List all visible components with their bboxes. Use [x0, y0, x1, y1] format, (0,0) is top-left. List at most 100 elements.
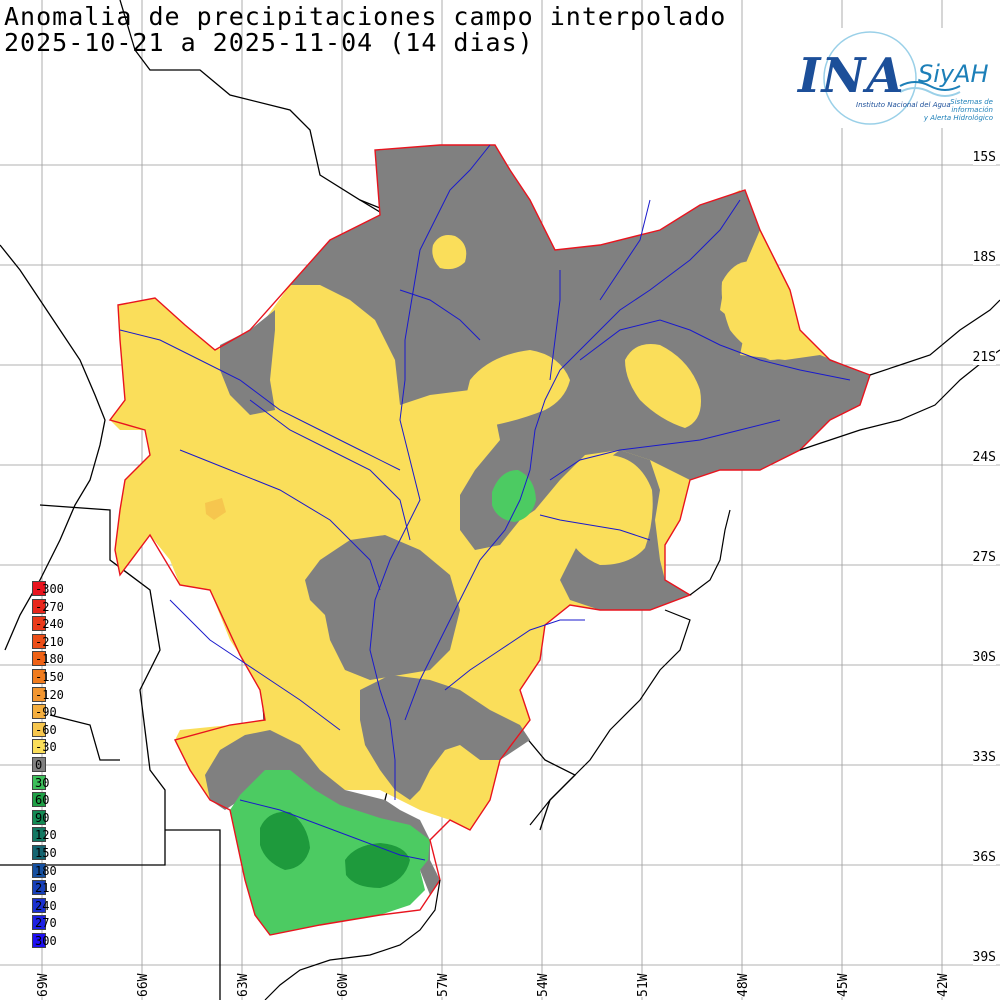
dry-island-5 [562, 455, 653, 565]
legend-item: 30 [32, 774, 92, 792]
dry-island-4 [465, 350, 570, 425]
legend-swatch [32, 686, 46, 702]
legend-swatch [32, 897, 46, 913]
longitude-label: 57W [436, 973, 451, 997]
legend-label: -150 [35, 669, 64, 684]
legend-swatch [32, 756, 46, 772]
legend-label: -180 [35, 652, 64, 667]
legend-swatch [32, 668, 46, 684]
legend-swatch [32, 598, 46, 614]
longitude-label: 66W [136, 973, 151, 997]
logo-system-line1: Sistemas de información [950, 98, 993, 114]
wet-region-small [492, 470, 536, 522]
legend-label: -270 [35, 599, 64, 614]
legend-label: 0 [35, 757, 43, 772]
legend-swatch [32, 704, 46, 720]
map-subtitle: 2025-10-21 a 2025-11-04 (14 dias) [4, 28, 534, 57]
longitude-label: 60W [336, 973, 351, 997]
legend-label: -120 [35, 687, 64, 702]
latitude-label: 24S [972, 450, 996, 465]
legend-swatch [32, 581, 46, 596]
latitude-label: 15S [972, 150, 996, 165]
legend-swatch [32, 651, 46, 667]
legend-swatch [32, 809, 46, 825]
neutral-region-south [360, 675, 530, 800]
legend-item: 60 [32, 791, 92, 809]
legend-item: 300 [32, 932, 92, 950]
legend-swatch [32, 792, 46, 808]
legend-label: -90 [35, 705, 57, 720]
latitude-label: 36S [972, 850, 996, 865]
dry-island-2 [721, 261, 800, 360]
legend-label: 210 [35, 881, 57, 896]
latitude-label: 27S [972, 550, 996, 565]
legend-label: 90 [35, 810, 50, 825]
legend-swatch [32, 844, 46, 860]
logo-siyah-text: SiyAH [918, 60, 989, 88]
longitude-label: 63W [236, 973, 251, 997]
legend-item: 240 [32, 897, 92, 915]
latitude-label: 39S [972, 950, 996, 965]
neutral-region-center [305, 535, 460, 680]
legend-item: -60 [32, 721, 92, 739]
latitude-label: 18S [972, 250, 996, 265]
legend-swatch [32, 827, 46, 843]
dry-island-3 [625, 344, 701, 428]
legend-item: 90 [32, 809, 92, 827]
legend-item: -240 [32, 615, 92, 633]
legend-item: -90 [32, 703, 92, 721]
longitude-label: 42W [936, 973, 951, 997]
legend-item: -270 [32, 598, 92, 616]
legend-swatch [32, 774, 46, 790]
legend-label: -210 [35, 634, 64, 649]
ina-siyah-logo: INA SiyAH Instituto Nacional del Agua Si… [790, 28, 995, 128]
legend-item: 0 [32, 756, 92, 774]
legend-swatch [32, 739, 46, 755]
legend-swatch [32, 721, 46, 737]
rivers [119, 144, 851, 861]
anomaly-field [110, 145, 870, 935]
legend-item: -150 [32, 668, 92, 686]
legend-label: 30 [35, 775, 50, 790]
legend-label: 60 [35, 793, 50, 808]
legend-item: 150 [32, 844, 92, 862]
legend-label: -60 [35, 722, 57, 737]
legend-label: -30 [35, 740, 57, 755]
legend-swatch [32, 932, 46, 948]
wet-core-1 [260, 811, 310, 870]
longitude-label: 69W [36, 973, 51, 997]
longitude-label: 48W [736, 973, 751, 997]
legend-item: 180 [32, 862, 92, 880]
legend-item: -300 [32, 580, 92, 598]
legend-item: 270 [32, 914, 92, 932]
legend-item: -120 [32, 686, 92, 704]
legend-swatch [32, 616, 46, 632]
legend-swatch [32, 880, 46, 896]
neutral-region-west [220, 310, 275, 415]
map-title: Anomalia de precipitaciones campo interp… [4, 2, 727, 31]
legend-item: -210 [32, 633, 92, 651]
logo-ina-text: INA [798, 48, 905, 104]
legend-label: 240 [35, 898, 57, 913]
legend-item: -30 [32, 738, 92, 756]
wet-region-south [230, 770, 430, 935]
legend-item: 120 [32, 826, 92, 844]
color-legend: -300 -270 -240 -210 -180 -150 -120 -90 -60 -30 0 30… [32, 580, 92, 949]
longitude-label: 54W [536, 973, 551, 997]
longitude-label: 45W [836, 973, 851, 997]
legend-label: 300 [35, 933, 57, 948]
longitude-label: 51W [636, 973, 651, 997]
legend-swatch [32, 862, 46, 878]
legend-label: 120 [35, 828, 57, 843]
legend-label: 270 [35, 916, 57, 931]
legend-item: 210 [32, 879, 92, 897]
legend-label: 180 [35, 863, 57, 878]
latitude-label: 30S [972, 650, 996, 665]
logo-institute-text: Instituto Nacional del Agua [856, 101, 951, 109]
legend-item: -180 [32, 650, 92, 668]
latitude-label: 21S [972, 350, 996, 365]
legend-swatch [32, 633, 46, 649]
logo-system-line2: y Alerta Hidrológico [923, 114, 993, 122]
dry-island-1 [432, 235, 467, 270]
